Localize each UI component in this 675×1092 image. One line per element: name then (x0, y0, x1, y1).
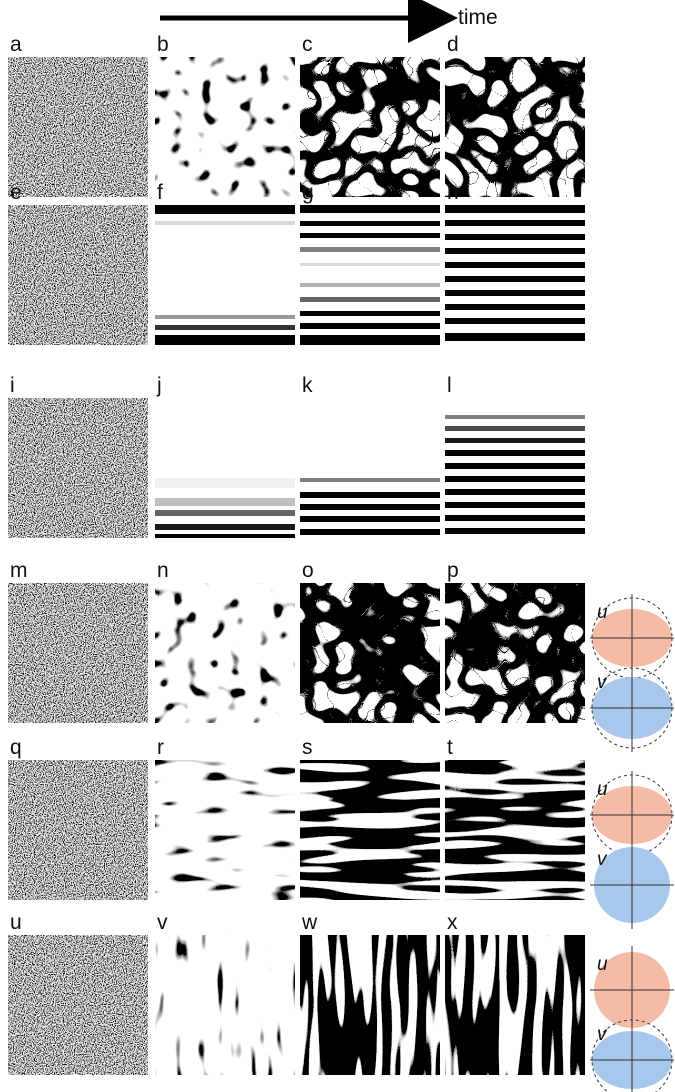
stripe (445, 220, 585, 226)
panel-image (445, 935, 585, 1075)
stripe (445, 476, 585, 482)
panel-label: l (447, 374, 452, 397)
panel-label: t (447, 736, 453, 759)
panel-image (300, 583, 440, 723)
panel-image (155, 583, 295, 723)
stripe (155, 524, 295, 530)
panel-image (8, 398, 148, 538)
stripe (300, 323, 440, 329)
panel-label: h (447, 181, 459, 204)
figure: time a b c d e f g h i j k l m n o p u v q r s t u v u v w x u v (0, 0, 675, 1092)
stripe (155, 325, 295, 330)
panel-image (8, 583, 148, 723)
panel-label: n (157, 559, 169, 582)
stripe (445, 318, 585, 324)
panel-label: e (10, 181, 22, 204)
stripe (300, 283, 440, 287)
time-label: time (458, 6, 498, 29)
stripe (445, 438, 585, 443)
stripe (445, 502, 585, 508)
panel-label: o (302, 559, 314, 582)
stripe (445, 290, 585, 296)
v-label: v (597, 849, 608, 870)
stripe (445, 489, 585, 495)
v-label: v (597, 1024, 608, 1045)
stripe (300, 478, 440, 482)
panel-image (155, 760, 295, 900)
panel-image (300, 935, 440, 1075)
panel-image (300, 57, 440, 197)
stripe (445, 515, 585, 521)
stripe (445, 528, 585, 534)
stripe (155, 478, 295, 488)
panel-image (445, 57, 585, 197)
stripe (445, 450, 585, 456)
stripe (155, 498, 295, 506)
panel-label: w (301, 911, 318, 934)
panel-image (300, 760, 440, 900)
stripe (445, 463, 585, 469)
stripe (155, 315, 295, 319)
panel-label: g (302, 181, 314, 204)
stripe (445, 205, 585, 213)
stripe (155, 510, 295, 516)
stripe (445, 234, 585, 240)
stripe (155, 534, 295, 538)
stripe (300, 492, 440, 498)
panel-image (155, 205, 295, 345)
panel-label: a (10, 33, 22, 56)
stripe (300, 335, 440, 345)
stripe (445, 262, 585, 268)
stripe (300, 221, 440, 226)
panel-label: i (10, 374, 15, 397)
panel-image (8, 760, 148, 900)
stripe (300, 516, 440, 522)
u-label: u (597, 954, 608, 975)
stripe (300, 297, 440, 302)
stripe (445, 333, 585, 341)
u-label: u (597, 779, 608, 800)
v-label: v (597, 672, 608, 693)
panel-image (8, 935, 148, 1075)
stripe (445, 426, 585, 431)
stripe (300, 311, 440, 316)
panel-image (445, 760, 585, 900)
panel-label: f (157, 181, 163, 204)
stripe (445, 276, 585, 282)
stripe (300, 247, 440, 252)
stripe (300, 263, 440, 266)
stripe (445, 248, 585, 254)
panel-label: m (10, 559, 28, 582)
panel-label: u (10, 911, 22, 934)
panel-image (155, 935, 295, 1075)
panel-image (445, 583, 585, 723)
stripe (300, 529, 440, 535)
panel-label: c (302, 33, 313, 56)
panel-label: d (447, 33, 459, 56)
panel-label: j (156, 374, 162, 397)
stripe (155, 335, 295, 345)
panel-label: q (10, 736, 22, 759)
panel-label: r (157, 736, 164, 759)
panel-image (155, 398, 295, 538)
panel-image (155, 57, 295, 197)
stripe (300, 205, 440, 213)
panel-label: p (447, 559, 459, 582)
panel-label: b (157, 33, 169, 56)
panel-label: v (157, 911, 168, 934)
u-label: u (597, 602, 608, 623)
panel-label: s (302, 736, 313, 759)
stripe (445, 304, 585, 310)
stripe (445, 415, 585, 419)
panel-label: x (447, 911, 458, 934)
stripe (300, 233, 440, 238)
stripe (300, 504, 440, 510)
stripe (155, 205, 295, 214)
panel-image (8, 205, 148, 345)
panel-label: k (302, 374, 313, 397)
stripe (155, 221, 295, 225)
panel-image (8, 57, 148, 197)
